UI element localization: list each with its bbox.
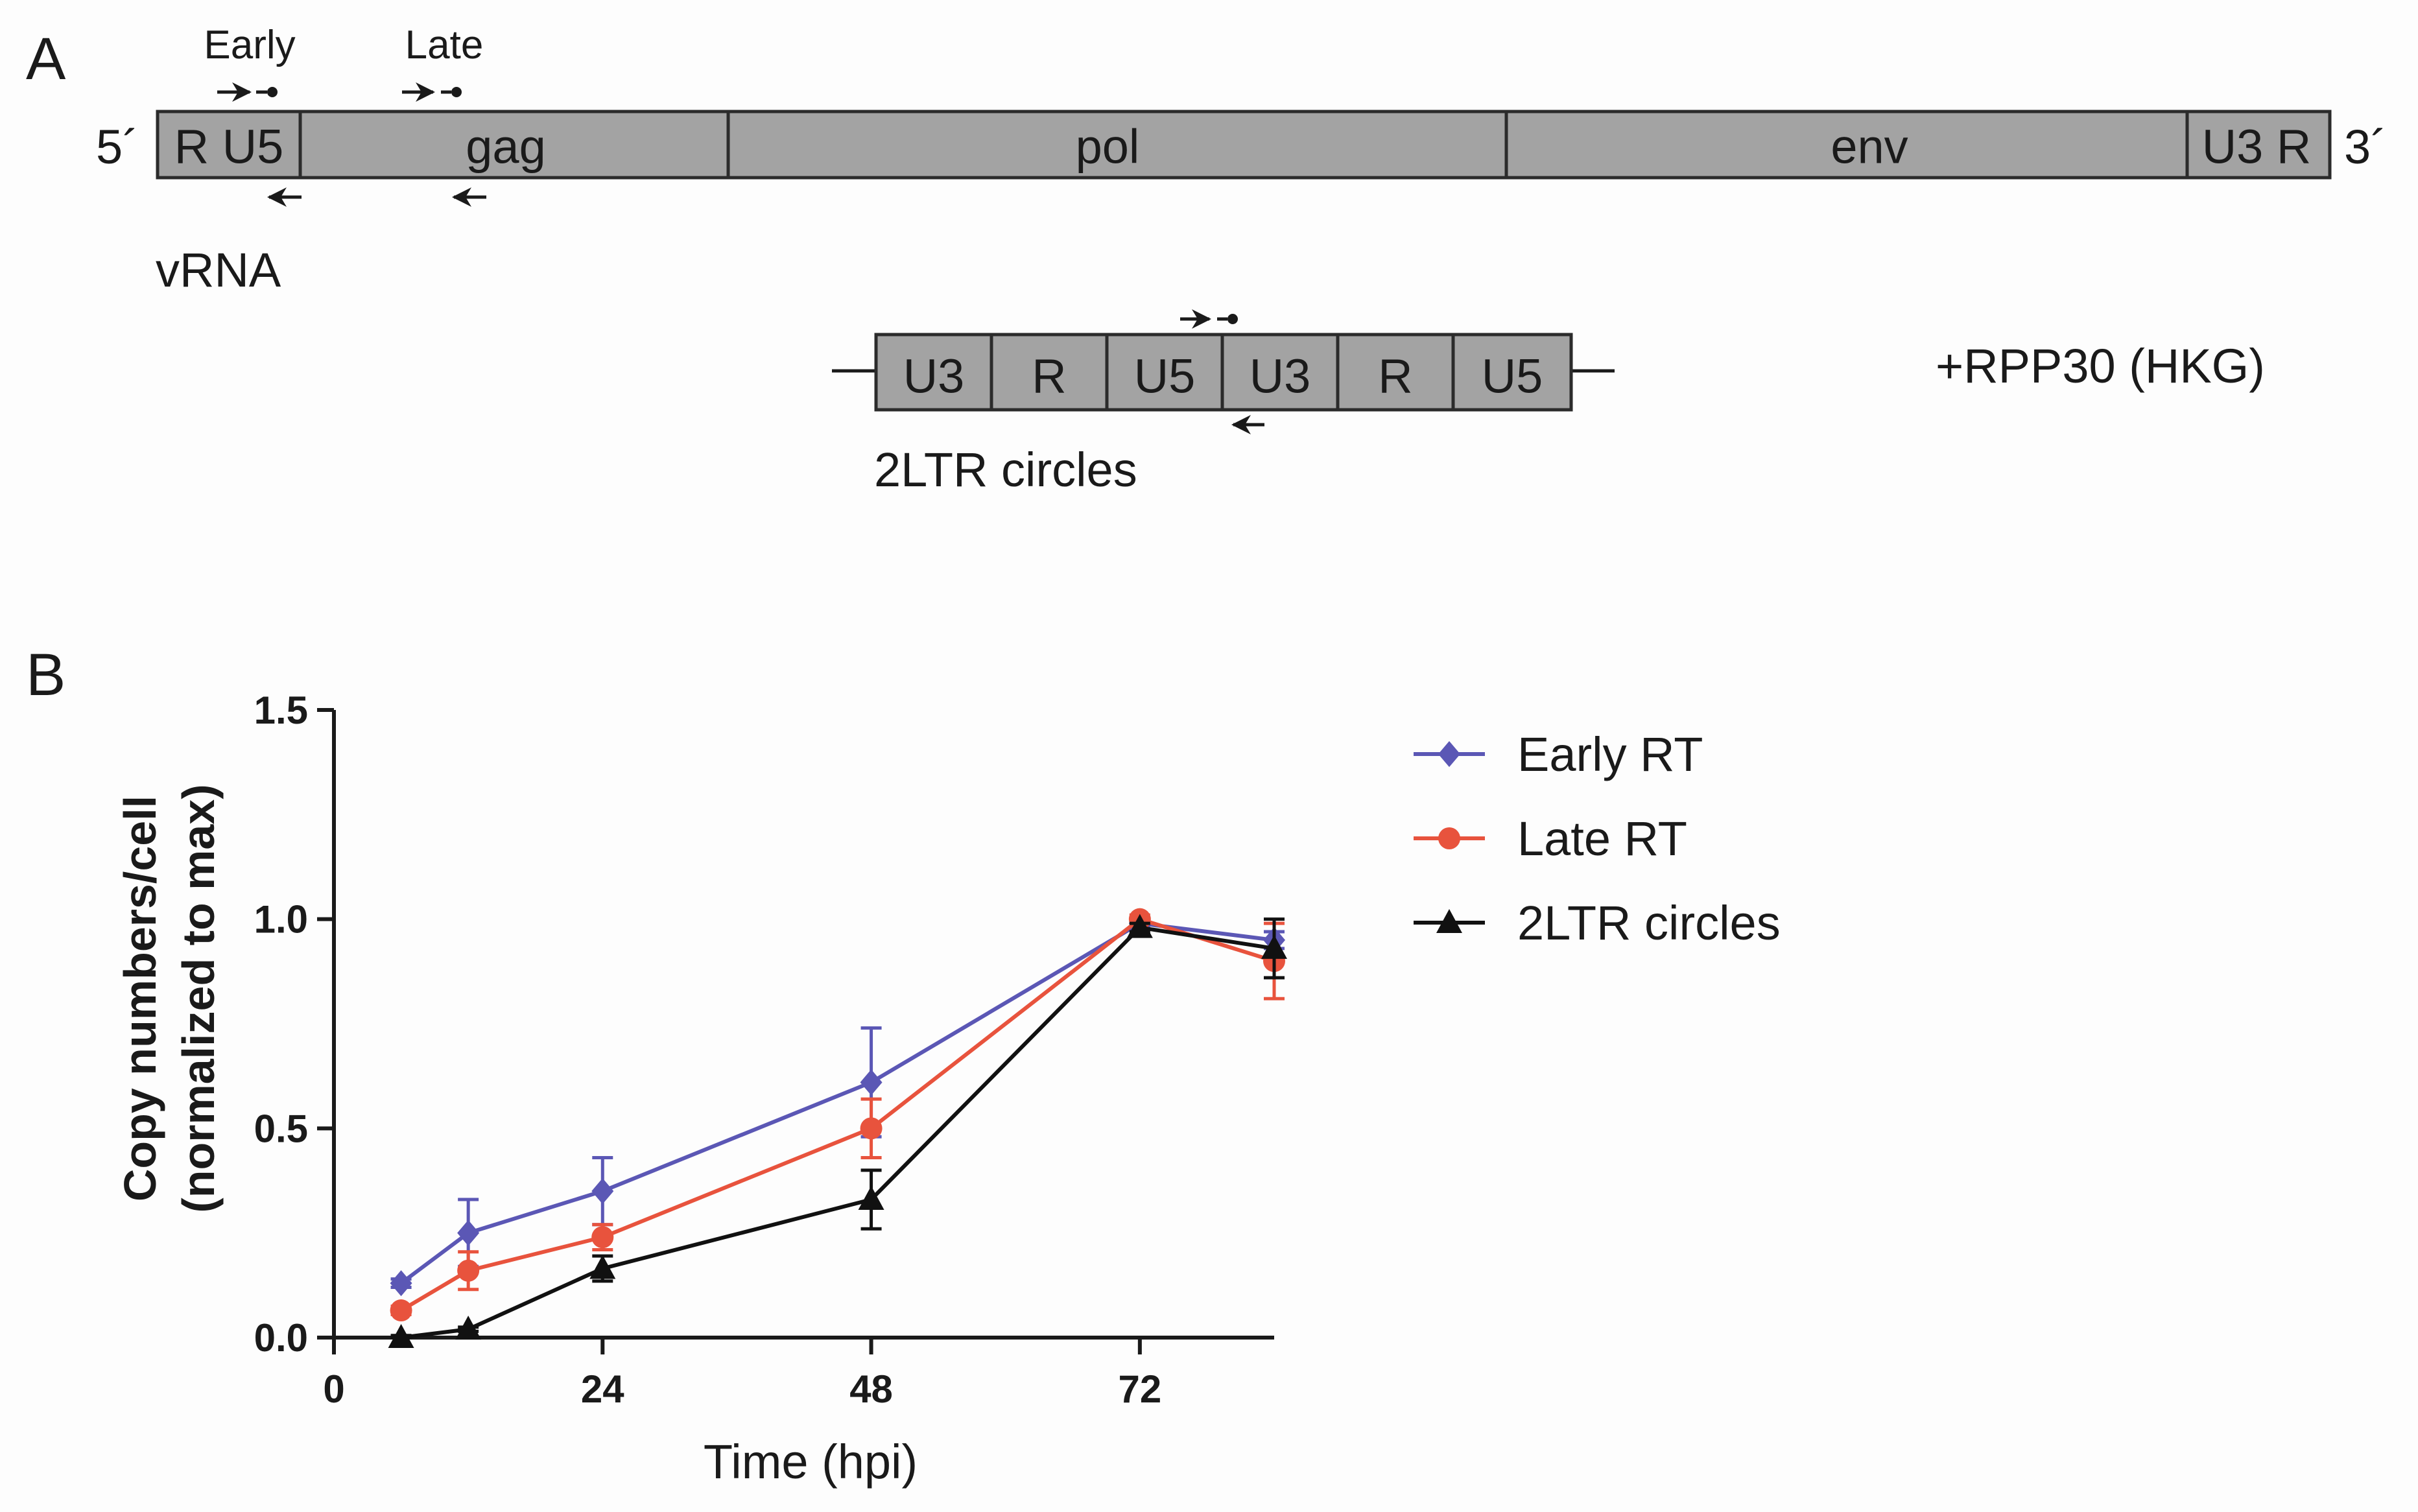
data-point-2ltr-circles [388, 1324, 414, 1348]
circle-segment-label: U3 [1250, 349, 1311, 403]
y-axis-subtitle: (normalized to max) [173, 784, 224, 1212]
circle-segment-u5 [1451, 333, 1573, 412]
y-tick-label: 0.0 [254, 1316, 308, 1360]
panel-b: B 0 24 48 72 0.0 0.5 1.0 1.5 Time (hpi) Copy nu… [26, 642, 1781, 1489]
legend-label-2ltr-circles: 2LTR circles [1517, 896, 1781, 950]
data-point-2ltr-circles [1261, 934, 1287, 959]
circle-segment-label: U5 [1134, 349, 1196, 403]
panel-a-letter: A [26, 26, 66, 92]
early-primer-label: Early [204, 23, 295, 67]
panel-a: A 5´ 3´ R U5 gag pol env U3 R Early Late… [26, 23, 2387, 497]
data-point-late-rt [591, 1226, 614, 1249]
legend-label-late-rt: Late RT [1517, 812, 1687, 866]
x-axis-title: Time (hpi) [704, 1435, 918, 1489]
data-point-early-rt [860, 1069, 883, 1096]
genome-segment-label: R U5 [174, 120, 284, 174]
circle-label: 2LTR circles [874, 443, 1137, 497]
legend-marker-late-rt [1438, 827, 1460, 849]
panel-b-letter: B [26, 642, 65, 708]
data-point-late-rt [390, 1299, 412, 1322]
late-primer-label: Late [405, 23, 484, 67]
genome-three-prime-label: 3´ [2344, 120, 2387, 174]
data-point-early-rt [457, 1220, 480, 1246]
circle-segment-u5 [1105, 333, 1224, 412]
genome-segment-pol [726, 110, 1508, 180]
x-tick-label: 72 [1118, 1367, 1161, 1411]
data-point-2ltr-circles [589, 1255, 616, 1279]
circle-segment-label: U3 [903, 349, 965, 403]
data-point-2ltr-circles [455, 1316, 482, 1340]
x-tick-label: 0 [323, 1367, 344, 1411]
circle-segment-u3 [874, 333, 993, 412]
legend-label-early-rt: Early RT [1517, 727, 1703, 781]
genome-segment-label: gag [466, 120, 545, 174]
legend-marker-2ltr-circles [1436, 909, 1462, 933]
circle-segment-r [990, 333, 1109, 412]
early-probe-dot [267, 87, 278, 97]
circle-segment-u3 [1220, 333, 1340, 412]
hkg-label: +RPP30 (HKG) [1936, 339, 2265, 393]
data-point-2ltr-circles [858, 1186, 884, 1211]
genome-segment-label: U3 R [2202, 120, 2312, 174]
plot-area: 0 24 48 72 0.0 0.5 1.0 1.5 [254, 689, 1287, 1411]
data-point-2ltr-circles [1126, 914, 1153, 938]
circle-probe-dot [1227, 314, 1238, 324]
legend: Early RT Late RT 2LTR circles [1414, 727, 1781, 950]
legend-marker-early-rt [1438, 741, 1460, 767]
genome-segment-r-u5 [156, 110, 302, 180]
series-line-2ltr-circles [401, 925, 1275, 1340]
genome-segment-label: env [1831, 120, 1908, 174]
genome-five-prime-label: 5´ [96, 120, 139, 174]
y-tick-label: 0.5 [254, 1107, 308, 1150]
series-line-early-rt [399, 921, 1275, 1285]
circle-segment-label: R [1032, 349, 1066, 403]
circle-segment-label: U5 [1482, 349, 1543, 403]
genome-segment-gag [298, 110, 730, 180]
vrna-label: vRNA [156, 243, 281, 297]
y-axis-title: Copy numbers/cell [115, 796, 165, 1201]
y-tick-label: 1.5 [254, 689, 308, 732]
circle-segment-label: R [1378, 349, 1412, 403]
series-line-late-rt [400, 917, 1275, 1312]
data-point-late-rt [457, 1259, 480, 1282]
x-tick-label: 24 [581, 1367, 624, 1411]
x-tick-label: 48 [849, 1367, 893, 1411]
genome-segment-label: pol [1076, 120, 1140, 174]
y-tick-label: 1.0 [254, 898, 308, 941]
data-point-early-rt [390, 1270, 412, 1297]
data-point-late-rt [860, 1117, 883, 1140]
genome-segment-u3-r [2185, 110, 2332, 180]
late-probe-dot [451, 87, 462, 97]
data-point-early-rt [591, 1178, 614, 1205]
